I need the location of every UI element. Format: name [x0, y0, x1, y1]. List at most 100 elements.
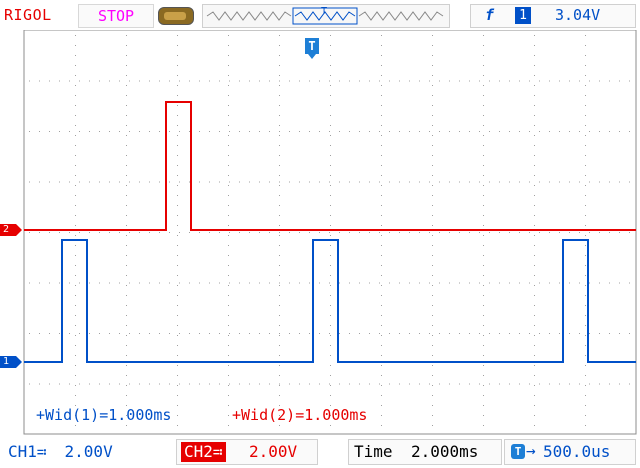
grid-dot	[219, 181, 220, 183]
grid-dot	[169, 383, 170, 385]
grid-dot	[330, 365, 331, 366]
grid-dot	[585, 55, 586, 56]
grid-dot	[489, 131, 490, 132]
grid-dot	[330, 345, 331, 346]
grid-dot	[381, 325, 382, 326]
grid-dot	[432, 275, 433, 276]
grid-dot	[75, 265, 76, 266]
grid-dot	[432, 325, 433, 326]
grid-dot	[409, 282, 410, 284]
grid-dot	[439, 131, 440, 132]
grid-dot	[509, 333, 510, 334]
run-stop-status[interactable]: STOP	[78, 4, 154, 28]
grid-dot	[483, 135, 484, 136]
grid-dot	[432, 285, 433, 286]
grid-dot	[29, 333, 30, 334]
grid-dot	[279, 35, 280, 36]
grid-dot	[534, 115, 535, 116]
trigger-position-icon[interactable]: T	[305, 38, 319, 59]
grid-dot	[483, 415, 484, 416]
grid-dot	[619, 131, 620, 132]
grid-dot	[126, 425, 127, 426]
grid-dot	[99, 282, 100, 284]
grid-dot	[549, 232, 550, 233]
grid-dot	[432, 355, 433, 356]
grid-dot	[177, 155, 178, 156]
grid-dot	[330, 215, 331, 216]
graticule-grid	[29, 35, 630, 426]
grid-dot	[126, 75, 127, 76]
grid-dot	[229, 131, 230, 132]
grid-dot	[177, 275, 178, 276]
grid-dot	[299, 282, 300, 284]
trigger-offset-settings[interactable]: T → 500.0us	[504, 439, 636, 465]
grid-dot	[381, 235, 382, 236]
grid-dot	[126, 345, 127, 346]
grid-dot	[381, 105, 382, 106]
grid-dot	[177, 95, 178, 96]
grid-dot	[379, 131, 380, 132]
grid-dot	[179, 232, 180, 233]
grid-dot	[228, 345, 229, 346]
grid-dot	[49, 232, 50, 233]
grid-dot	[330, 235, 331, 236]
grid-dot	[228, 145, 229, 146]
grid-dot	[449, 80, 450, 82]
grid-dot	[585, 275, 586, 276]
grid-dot	[39, 131, 40, 132]
grid-dot	[449, 383, 450, 385]
grid-dot	[330, 185, 331, 186]
grid-dot	[519, 181, 520, 183]
ch2-ground-marker[interactable]: 2	[0, 224, 22, 236]
grid-dot	[139, 181, 140, 183]
grid-dot	[126, 395, 127, 396]
grid-dot	[279, 425, 280, 426]
grid-dot	[399, 80, 400, 82]
grid-dot	[529, 333, 530, 334]
grid-dot	[75, 65, 76, 66]
grid-dot	[228, 75, 229, 76]
ch1-settings[interactable]: CH1≕ 2.00V	[8, 442, 113, 461]
grid-dot	[381, 35, 382, 36]
grid-dot	[249, 282, 250, 284]
ch1-ground-marker[interactable]: 1	[0, 356, 22, 368]
grid-dot	[309, 80, 310, 82]
grid-dot	[479, 383, 480, 385]
grid-dot	[469, 131, 470, 132]
grid-dot	[228, 205, 229, 206]
grid-dot	[459, 131, 460, 132]
grid-dot	[534, 315, 535, 316]
grid-dot	[228, 165, 229, 166]
grid-dot	[534, 385, 535, 386]
trigger-info[interactable]: f 1 3.04V	[470, 4, 636, 28]
grid-dot	[209, 333, 210, 334]
grid-dot	[381, 405, 382, 406]
grid-dot	[479, 131, 480, 132]
grid-dot	[609, 383, 610, 385]
grid-dot	[539, 181, 540, 183]
grid-dot	[209, 282, 210, 284]
grid-dot	[534, 45, 535, 46]
grid-dot	[179, 333, 180, 334]
grid-dot	[149, 333, 150, 334]
grid-dot	[389, 383, 390, 385]
grid-dot	[199, 383, 200, 385]
grid-dot	[259, 131, 260, 132]
trigger-offset-icon: T	[511, 444, 525, 459]
grid-dot	[381, 125, 382, 126]
grid-dot	[539, 383, 540, 385]
grid-dot	[359, 131, 360, 132]
timebase-settings[interactable]: Time 2.000ms	[348, 439, 502, 465]
grid-dot	[330, 65, 331, 66]
grid-dot	[483, 355, 484, 356]
grid-dot	[449, 131, 450, 132]
trigger-offset-value: 500.0us	[543, 442, 611, 461]
graticule-frame	[23, 29, 637, 435]
grid-dot	[381, 375, 382, 376]
grid-dot	[534, 375, 535, 376]
grid-dot	[429, 131, 430, 132]
grid-dot	[219, 131, 220, 132]
grid-dot	[330, 55, 331, 56]
grid-dot	[579, 80, 580, 82]
ch2-settings[interactable]: CH2≕ 2.00V	[176, 439, 318, 465]
